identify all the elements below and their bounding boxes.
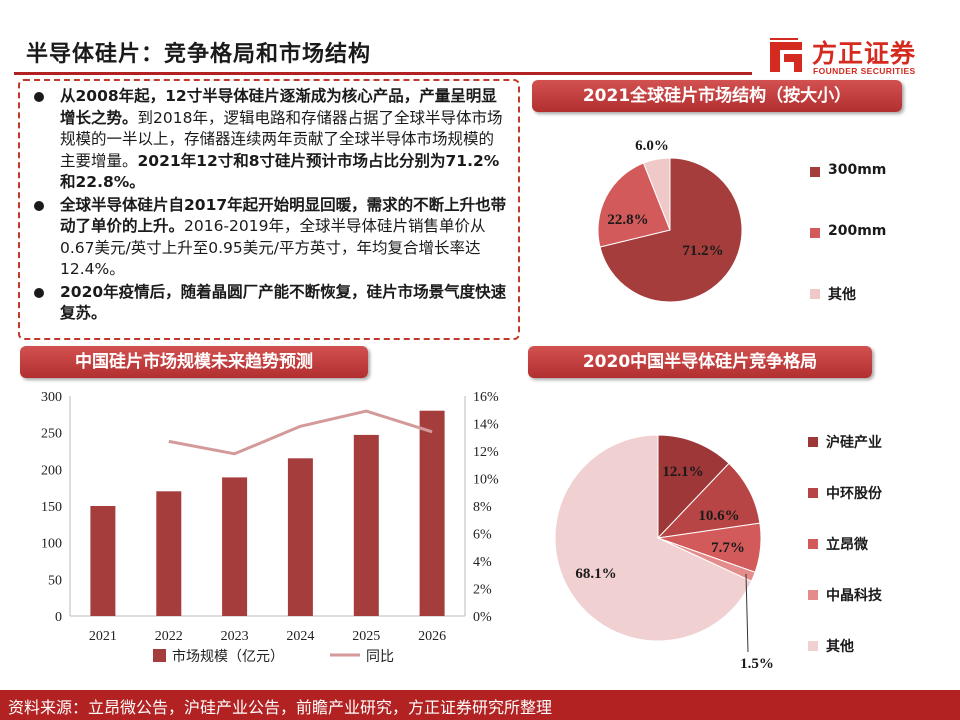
pie-slice <box>597 162 671 248</box>
global-wafer-pie-legend: 300mm 200mm 其他 <box>810 162 930 312</box>
y-tick-label-right: 0% <box>473 610 492 625</box>
key-points-box: 从2008年起，12寸半导体硅片逐渐成为核心产品，产量呈明显增长之势。到2018… <box>18 79 520 340</box>
bullet-plain-text: 2016-2019年，全球半导体硅片销售单价从0.67美元/英寸上升至0.95美… <box>60 217 486 278</box>
bullet-bold-text: 从2008年起，12寸半导体硅片逐渐成为核心产品，产量呈明显增长之势。 <box>60 87 497 127</box>
logo-text-cn: 方正证券 <box>812 39 917 68</box>
legend-swatch <box>810 167 820 177</box>
pie-value-label: 6.0% <box>635 138 669 154</box>
y-tick-label-right: 2% <box>473 583 492 598</box>
pie-value-label: 1.5% <box>740 656 774 672</box>
pie-value-label: 22.8% <box>607 212 648 228</box>
x-tick-label: 2024 <box>286 629 314 644</box>
pie-slice <box>657 434 730 540</box>
x-tick-label: 2022 <box>155 629 183 644</box>
legend-label: 沪硅产业 <box>826 435 882 451</box>
legend-swatch <box>810 289 820 299</box>
bullet-dot-icon <box>34 200 44 211</box>
bullet-bold-text: 2020年疫情后，随着晶圆厂产能不断恢复，硅片市场景气度快速复苏。 <box>60 282 507 323</box>
bullet-point: 全球半导体硅片自2017年起开始明显回暖，需求的不断上升也带动了单价的上升。20… <box>32 195 508 281</box>
china-competition-pie-chart: 12.1% 10.6% 7.7% 1.5% 68.1% <box>554 434 774 672</box>
logo-text-en: FOUNDER SECURITIES <box>813 66 916 76</box>
y-tick-label-left: 150 <box>41 500 62 515</box>
bullet-bold-text: 全球半导体硅片自2017年起开始明显回暖，需求的不断上升也带动了单价的上升。 <box>60 195 507 236</box>
x-tick-label: 2025 <box>352 629 380 644</box>
legend-swatch <box>808 590 818 600</box>
legend-label: 其他 <box>826 639 854 655</box>
bar <box>419 410 445 616</box>
y-tick-label-left: 0 <box>55 610 62 625</box>
legend-label-line: 同比 <box>366 649 394 665</box>
pie-slice <box>554 434 753 642</box>
yoy-line <box>168 409 433 456</box>
y-tick-label-right: 8% <box>473 500 492 515</box>
pie-value-label: 10.6% <box>698 508 739 524</box>
bullet-plain-text: 到2018年，逻辑电路和存储器占据了全球半导体市场规模的一半以上，存储器连续两年… <box>60 108 503 170</box>
pie-slice <box>599 157 743 303</box>
y-tick-label-left: 50 <box>48 573 62 588</box>
legend-swatch <box>808 488 818 498</box>
bullet-dot-icon <box>34 92 44 102</box>
y-tick-label-left: 200 <box>41 463 62 478</box>
legend-label: 中晶科技 <box>826 588 882 604</box>
bar <box>287 458 313 616</box>
global-wafer-size-pie-chart: 71.2% 22.8% 6.0% <box>597 138 743 303</box>
footer-bar: 资料来源：立昂微公告，沪硅产业公告，前瞻产业研究，方正证券研究所整理 <box>0 690 960 720</box>
y-tick-label-right: 10% <box>473 473 499 488</box>
bar <box>90 506 116 616</box>
brand-logo: 方正证券 FOUNDER SECURITIES <box>766 34 946 82</box>
x-tick-label: 2026 <box>418 629 446 644</box>
legend-label: 300mm <box>828 162 887 178</box>
legend-swatch <box>808 437 818 447</box>
bullet-bold-text: 2021年12寸和8寸硅片预计市场占比分别为71.2%和22.8%。 <box>60 151 500 192</box>
bullet-point: 从2008年起，12寸半导体硅片逐渐成为核心产品，产量呈明显增长之势。到2018… <box>32 86 508 194</box>
y-tick-label-right: 6% <box>473 528 492 543</box>
pie-value-label: 12.1% <box>662 464 703 480</box>
legend-label: 其他 <box>828 287 856 303</box>
page-title: 半导体硅片：竞争格局和市场结构 <box>26 42 372 67</box>
y-tick-label-right: 12% <box>473 445 499 460</box>
legend-swatch <box>808 539 818 549</box>
y-tick-label-right: 4% <box>473 555 492 570</box>
x-tick-label: 2023 <box>221 629 249 644</box>
legend-label: 立昂微 <box>826 537 868 553</box>
legend-label-bar: 市场规模（亿元） <box>172 648 284 665</box>
china-competition-pie-legend: 沪硅产业中环股份立昂微中晶科技其他 <box>808 432 928 662</box>
legend-label: 200mm <box>828 223 887 239</box>
pie-value-label: 68.1% <box>575 566 616 582</box>
title-divider <box>14 72 752 75</box>
bullet-dot-icon <box>34 287 44 298</box>
pie-slice <box>656 462 761 539</box>
bar <box>156 491 182 616</box>
y-tick-label-left: 300 <box>41 390 62 405</box>
y-tick-label-right: 16% <box>473 390 499 405</box>
bar <box>353 434 379 616</box>
source-note: 资料来源：立昂微公告，沪硅产业公告，前瞻产业研究，方正证券研究所整理 <box>8 698 553 717</box>
legend-swatch <box>808 641 818 651</box>
legend-swatch <box>810 228 820 238</box>
china-market-forecast-chart: 0 50 100 150 200 250 300 0% 2% 4% 6% 8% 10% 12% 14% 16%… <box>41 390 499 665</box>
section-title-china-forecast: 中国硅片市场规模未来趋势预测 <box>20 346 368 378</box>
section-title-global-structure: 2021全球硅片市场结构（按大小） <box>532 80 902 112</box>
section-title-china-competition: 2020中国半导体硅片竞争格局 <box>528 346 872 378</box>
y-tick-label-left: 100 <box>41 537 62 552</box>
founder-logo-icon <box>770 38 802 72</box>
y-tick-label-left: 250 <box>41 427 62 442</box>
leader-line <box>745 573 749 653</box>
x-tick-label: 2021 <box>89 629 117 644</box>
legend-swatch-bar <box>153 649 166 662</box>
bullet-point: 2020年疫情后，随着晶圆厂产能不断恢复，硅片市场景气度快速复苏。 <box>32 282 508 325</box>
pie-value-label: 7.7% <box>711 540 745 556</box>
pie-value-label: 71.2% <box>682 243 723 259</box>
legend-label: 中环股份 <box>826 486 882 502</box>
y-tick-label-right: 14% <box>473 418 499 433</box>
pie-slice <box>642 157 671 231</box>
bar <box>222 477 248 616</box>
